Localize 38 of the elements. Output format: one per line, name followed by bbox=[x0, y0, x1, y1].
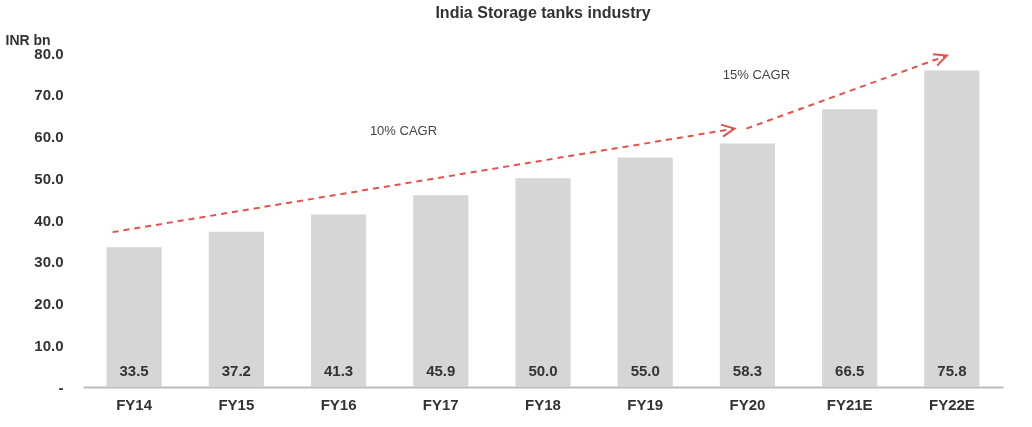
data-label: 75.8 bbox=[937, 362, 967, 379]
bar bbox=[515, 178, 571, 387]
data-label: 33.5 bbox=[119, 362, 149, 379]
y-tick-label: 30.0 bbox=[34, 253, 64, 271]
y-tick-label: 10.0 bbox=[34, 336, 64, 354]
data-label: 37.2 bbox=[221, 362, 251, 379]
x-tick-label: FY21E bbox=[826, 395, 873, 413]
x-tick-label: FY17 bbox=[422, 395, 459, 413]
y-tick-label: 40.0 bbox=[34, 211, 64, 229]
data-label: 45.9 bbox=[426, 362, 456, 379]
bar bbox=[106, 247, 162, 387]
y-tick-label: - bbox=[58, 378, 64, 396]
y-tick-label: 60.0 bbox=[34, 128, 64, 145]
data-label: 66.5 bbox=[835, 362, 865, 379]
bar bbox=[719, 143, 776, 387]
x-tick-label: FY15 bbox=[218, 395, 255, 413]
annotation: 10% CAGR bbox=[369, 123, 438, 139]
bar bbox=[208, 231, 264, 387]
y-tick-label: 50.0 bbox=[34, 169, 64, 187]
x-tick-label: FY20 bbox=[729, 395, 766, 413]
bar bbox=[924, 70, 980, 387]
bar bbox=[617, 157, 673, 387]
x-tick-label: FY14 bbox=[116, 395, 153, 413]
bar bbox=[822, 109, 878, 387]
data-label: 58.3 bbox=[732, 362, 763, 379]
x-tick-label: FY18 bbox=[525, 395, 561, 413]
chart-title: India Storage tanks industry bbox=[435, 4, 651, 21]
x-tick-label: FY16 bbox=[320, 395, 357, 413]
data-label: 50.0 bbox=[528, 362, 558, 379]
x-tick-label: FY19 bbox=[627, 395, 664, 413]
annotation: 15% CAGR bbox=[722, 66, 791, 82]
data-label: 55.0 bbox=[630, 362, 660, 379]
data-label: 41.3 bbox=[323, 362, 354, 379]
bar bbox=[413, 195, 469, 387]
x-tick-label: FY22E bbox=[928, 395, 975, 413]
y-tick-label: 20.0 bbox=[34, 295, 64, 312]
y-tick-label: 70.0 bbox=[34, 86, 64, 104]
bar bbox=[310, 214, 367, 387]
